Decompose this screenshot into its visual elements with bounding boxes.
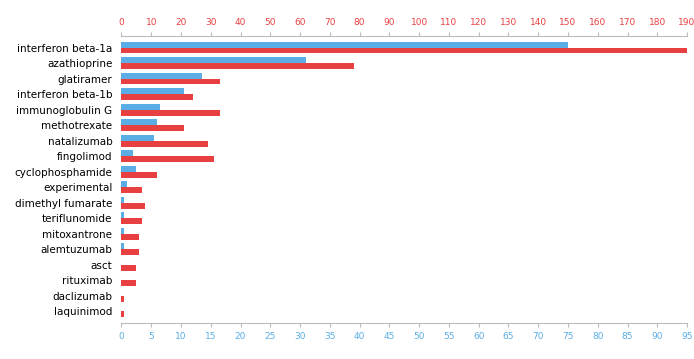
Bar xyxy=(121,150,133,156)
Bar xyxy=(121,109,220,116)
Bar xyxy=(121,47,687,53)
Bar xyxy=(121,280,136,286)
Bar xyxy=(121,187,142,193)
Bar xyxy=(121,119,157,125)
Bar xyxy=(121,42,568,47)
Bar xyxy=(121,312,124,317)
Bar xyxy=(121,141,208,146)
Bar xyxy=(121,94,193,100)
Bar xyxy=(121,234,139,240)
Bar xyxy=(121,243,124,250)
Bar xyxy=(121,57,306,63)
Bar xyxy=(121,79,220,84)
Bar xyxy=(121,296,124,302)
Bar xyxy=(121,197,124,203)
Bar xyxy=(121,181,128,187)
Bar xyxy=(121,135,154,141)
Bar xyxy=(121,73,202,79)
Bar xyxy=(121,166,136,172)
Bar xyxy=(121,63,354,69)
Bar xyxy=(121,228,124,234)
Bar xyxy=(121,250,139,255)
Bar xyxy=(121,125,184,131)
Bar xyxy=(121,265,136,271)
Bar xyxy=(121,203,145,209)
Bar xyxy=(121,213,124,218)
Bar xyxy=(121,104,160,109)
Bar xyxy=(121,172,157,178)
Bar xyxy=(121,156,214,162)
Bar xyxy=(121,218,142,224)
Bar xyxy=(121,88,184,94)
